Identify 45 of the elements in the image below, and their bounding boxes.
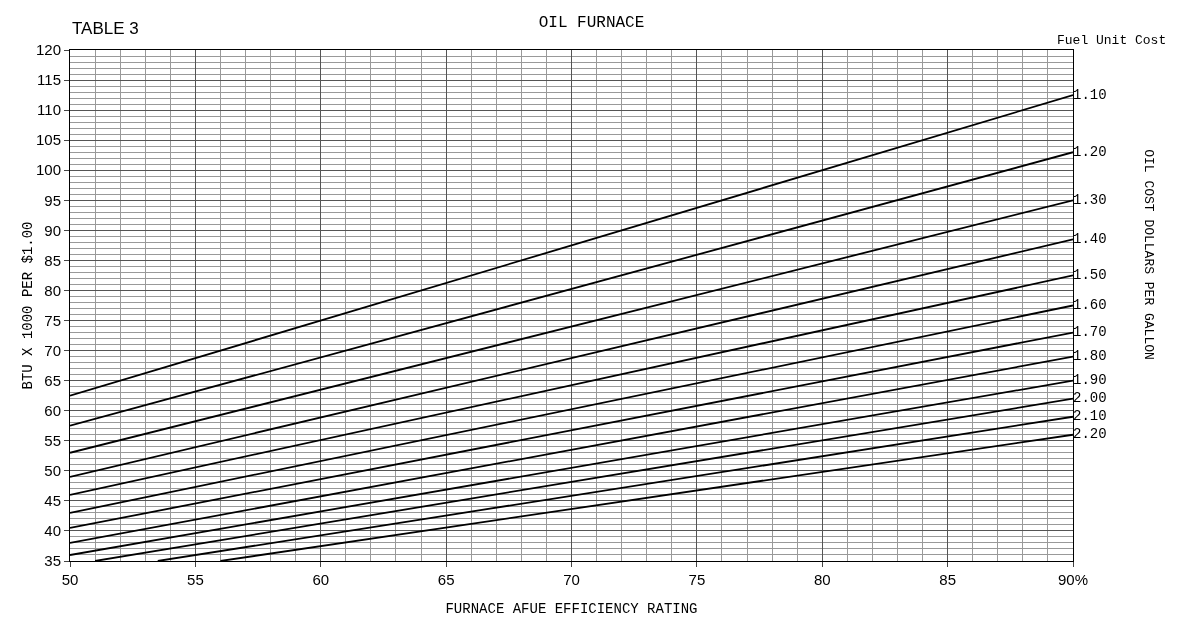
y-tick-label: 105 bbox=[35, 131, 61, 149]
y-tick-label: 45 bbox=[44, 492, 61, 510]
series-label: 1.70 bbox=[1073, 324, 1107, 341]
y-tick-label: 50 bbox=[44, 462, 61, 480]
series-label: 1.40 bbox=[1073, 230, 1107, 247]
x-tick-label: 65 bbox=[437, 571, 455, 588]
x-tick-label: 60 bbox=[312, 571, 330, 588]
y-tick-label: 70 bbox=[44, 341, 61, 359]
x-tick-label: 85 bbox=[939, 571, 956, 588]
y-tick-label: 55 bbox=[44, 432, 61, 450]
chart-title: OIL FURNACE bbox=[538, 13, 645, 32]
y-tick-label: 65 bbox=[44, 371, 61, 389]
x-tick-label: 70 bbox=[563, 571, 580, 588]
y-tick-label: 80 bbox=[44, 281, 61, 299]
series-label: 1.50 bbox=[1073, 266, 1107, 283]
series-label: 2.00 bbox=[1073, 390, 1107, 407]
x-tick-label: 50 bbox=[61, 571, 79, 588]
y-tick-label: 95 bbox=[44, 191, 61, 209]
x-tick-label: 80 bbox=[813, 571, 831, 588]
series-label: 1.20 bbox=[1073, 143, 1107, 160]
y2-axis-title: OIL COST DOLLARS PER GALLON bbox=[1140, 149, 1156, 360]
caption: TABLE 3 bbox=[72, 19, 139, 38]
y-tick-label: 90 bbox=[44, 221, 61, 239]
x-axis-title: FURNACE AFUE EFFICIENCY RATING bbox=[445, 601, 698, 617]
y-tick-label: 35 bbox=[44, 552, 61, 570]
series-label: 1.80 bbox=[1073, 348, 1107, 365]
series-label: 1.60 bbox=[1073, 297, 1107, 313]
series-label: 1.30 bbox=[1073, 191, 1107, 208]
y-tick-label: 75 bbox=[44, 311, 61, 329]
y-tick-label: 100 bbox=[35, 161, 61, 179]
y-tick-label: 110 bbox=[37, 101, 61, 119]
y-tick-label: 85 bbox=[44, 251, 61, 269]
series-label: 2.10 bbox=[1073, 408, 1107, 425]
y-tick-label: 60 bbox=[44, 401, 61, 419]
x-tick-label: 90% bbox=[1057, 571, 1089, 588]
series-label: 1.90 bbox=[1073, 372, 1107, 389]
y-tick-label: 120 bbox=[35, 41, 61, 59]
x-tick-label: 55 bbox=[187, 571, 204, 588]
y-axis-title: BTU X 1000 PER $1.00 bbox=[20, 221, 36, 390]
series-label: 1.10 bbox=[1073, 86, 1107, 103]
y-tick-label: 40 bbox=[44, 522, 61, 540]
legend-title: Fuel Unit Cost bbox=[1057, 33, 1167, 48]
y-tick-label: 115 bbox=[37, 71, 61, 89]
x-tick-label: 75 bbox=[688, 571, 706, 588]
series-label: 2.20 bbox=[1073, 426, 1107, 443]
